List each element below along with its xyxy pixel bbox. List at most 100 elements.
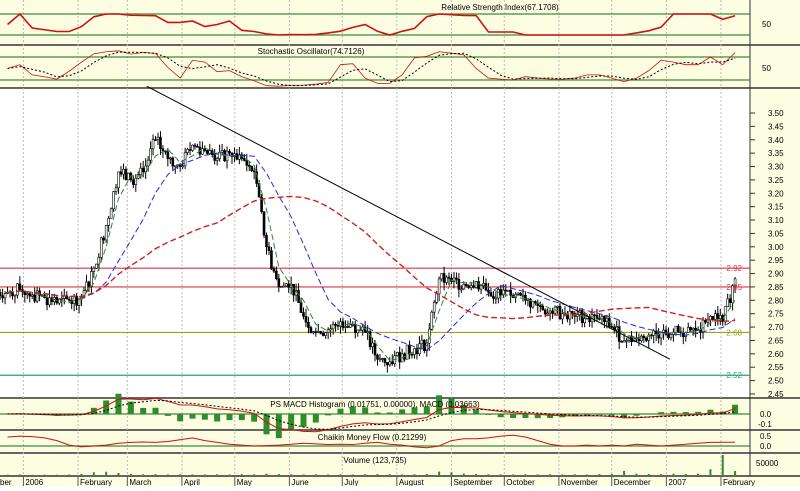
- macd-histogram-bar: [313, 414, 319, 423]
- candle-up: [90, 271, 92, 286]
- candle-up: [584, 319, 586, 323]
- chaikin-title: Chaikin Money Flow (0.21299): [318, 433, 427, 442]
- candle-down: [465, 284, 467, 285]
- candle-down: [729, 299, 731, 303]
- candle-down: [520, 293, 522, 295]
- candle-down: [19, 284, 21, 290]
- volume-bar: [364, 474, 366, 476]
- candle-up: [480, 286, 482, 289]
- candle-down: [204, 149, 206, 151]
- volume-bar: [500, 474, 502, 476]
- candle-up: [317, 332, 319, 333]
- candle-down: [248, 165, 250, 166]
- candle-up: [517, 293, 519, 294]
- candle-down: [305, 316, 307, 322]
- candle-up: [507, 290, 509, 291]
- volume-bar: [537, 474, 539, 476]
- macd-histogram-bar: [116, 394, 122, 414]
- chaikin-tick-1: 0.0: [760, 442, 772, 451]
- candle-down: [155, 140, 157, 141]
- candle-up: [31, 295, 33, 296]
- candle-up: [327, 330, 329, 333]
- candle-down: [172, 158, 174, 166]
- candle-up: [470, 286, 472, 288]
- candle-down: [468, 286, 470, 288]
- candle-down: [443, 273, 445, 282]
- candle-down: [643, 336, 645, 338]
- candle-down: [246, 160, 248, 165]
- volume-bar: [697, 474, 699, 476]
- candle-up: [626, 340, 628, 341]
- candle-down: [307, 322, 309, 327]
- candle-down: [596, 315, 598, 318]
- volume-bar: [192, 474, 194, 476]
- candle-up: [85, 282, 87, 291]
- x-tick-label: February: [80, 478, 112, 486]
- candle-up: [660, 332, 662, 338]
- candle-down: [411, 354, 413, 355]
- volume-bar: [598, 474, 600, 476]
- candle-up: [4, 293, 6, 297]
- candle-down: [376, 355, 378, 359]
- macd-histogram-bar: [695, 412, 701, 414]
- candle-down: [236, 154, 238, 160]
- candle-up: [413, 348, 415, 354]
- candle-up: [381, 359, 383, 360]
- macd-histogram-bar: [300, 414, 306, 427]
- macd-histogram-bar: [609, 414, 615, 416]
- price-tick-label: 2.45: [768, 390, 784, 399]
- candle-up: [283, 286, 285, 287]
- candle-up: [152, 140, 154, 149]
- candle-down: [386, 362, 388, 364]
- candle-up: [209, 151, 211, 154]
- volume-bar: [130, 474, 132, 476]
- macd-histogram-bar: [263, 414, 269, 434]
- volume-title: Volume (123,735): [343, 456, 406, 465]
- x-tick-label: ber: [0, 478, 12, 486]
- candle-down: [76, 296, 78, 305]
- macd-histogram-bar: [498, 414, 504, 417]
- candle-up: [344, 326, 346, 327]
- candle-down: [310, 328, 312, 333]
- macd-histogram-bar: [658, 412, 664, 414]
- candle-up: [441, 273, 443, 278]
- candle-down: [228, 151, 230, 153]
- volume-bar: [648, 474, 650, 476]
- candle-up: [463, 284, 465, 289]
- macd-histogram-bar: [177, 414, 183, 421]
- volume-bar: [722, 455, 724, 476]
- candle-down: [717, 314, 719, 319]
- candle-down: [594, 315, 596, 316]
- macd-histogram-bar: [399, 409, 405, 414]
- price-tick-label: 3.45: [768, 122, 784, 131]
- volume-bar: [302, 474, 304, 476]
- candle-up: [379, 359, 381, 360]
- volume-bar: [709, 469, 711, 476]
- candle-down: [253, 171, 255, 172]
- volume-bar: [118, 473, 120, 476]
- candle-down: [288, 284, 290, 288]
- candle-down: [677, 326, 679, 332]
- candle-down: [598, 318, 600, 319]
- candle-up: [389, 362, 391, 365]
- price-tick-label: 3.10: [768, 216, 784, 225]
- level-label: 2.52: [726, 371, 742, 380]
- candle-up: [359, 330, 361, 331]
- candle-down: [167, 152, 169, 159]
- candle-up: [221, 150, 223, 152]
- x-tick-label: November: [561, 478, 598, 486]
- price-tick-label: 2.75: [768, 310, 784, 319]
- volume-bar: [611, 474, 613, 476]
- candle-down: [695, 328, 697, 330]
- volume-bar: [204, 474, 206, 476]
- candle-up: [127, 173, 129, 180]
- candle-up: [150, 149, 152, 160]
- candle-up: [118, 172, 120, 188]
- candle-down: [270, 251, 272, 269]
- level-label: 2.85: [726, 283, 742, 292]
- volume-bar: [241, 474, 243, 476]
- candle-down: [120, 172, 122, 174]
- price-tick-label: 3.25: [768, 176, 784, 185]
- macd-histogram-bar: [473, 410, 479, 414]
- volume-bar: [672, 474, 674, 476]
